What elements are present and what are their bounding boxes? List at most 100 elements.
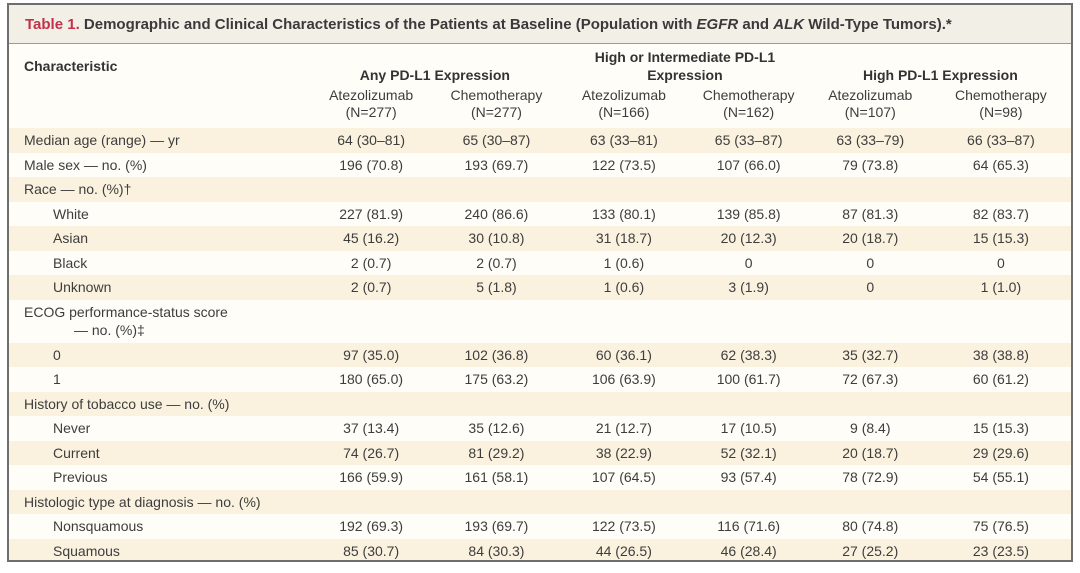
table-row: ECOG performance-status score — no. (%)‡ [9,300,1071,343]
subheader-n: (N=277) [470,104,522,120]
table-body: Median age (range) — yr 64 (30–81) 65 (30–… [9,128,1071,560]
cell-value: 1 (0.6) [603,279,645,295]
cell-value [560,177,687,202]
cell-value [310,490,433,515]
cell-value: 35 (12.6) [468,420,525,436]
group-header-high-intermediate-pdl1: High or Intermediate PD-L1 Expression [594,49,776,83]
row-label: Asian [53,230,89,246]
cell-value [810,392,931,417]
cell-value: 37 (13.4) [343,420,400,436]
cell-value: 31 (18.7) [595,230,652,246]
row-label: Histologic type at diagnosis — no. (%) [24,493,261,510]
table-number-label: Table 1. [25,16,80,33]
cell-value: 64 (30–81) [337,132,405,148]
cell-value: 29 (29.6) [972,444,1029,461]
table-row: History of tobacco use — no. (%) [9,391,1071,417]
cell-value: 17 (10.5) [720,420,777,436]
row-label: Race — no. (%)† [24,181,132,197]
table-row: Nonsquamous 192 (69.3) 193 (69.7) 122 (73.5… [9,514,1071,539]
subheader-col-3: Atezolizumab (N=166) [560,84,687,128]
table-row: White 227 (81.9) 240 (86.6) 133 (80.1) 139 (… [9,202,1071,227]
cell-value: 78 (72.9) [842,469,899,485]
cell-value: 161 (58.1) [464,469,529,485]
gene-alk: ALK [773,16,805,33]
cell-value [810,490,931,515]
row-label: Never [53,420,91,436]
subheader-n: (N=107) [844,104,896,120]
subheader-drug: Chemotherapy [702,87,795,103]
cell-value: 106 (63.9) [591,371,656,387]
cell-value: 21 (12.7) [595,420,652,436]
table-row: Black 2 (0.7) 2 (0.7) 1 (0.6) 0 0 0 [9,251,1071,276]
table-row: Unknown 2 (0.7) 5 (1.8) 1 (0.6) 3 (1.9) 0 1 (1… [9,275,1071,300]
row-label: Unknown [53,279,112,295]
cell-value: 192 (69.3) [339,518,404,534]
cell-value [688,490,810,515]
cell-value [810,300,931,343]
cell-value: 9 (8.4) [850,420,891,436]
cell-value: 0 [866,254,875,271]
cell-value: 107 (64.5) [591,469,656,485]
table-title: Table 1. Demographic and Clinical Charac… [9,5,1071,44]
cell-value: 85 (30.7) [343,542,400,559]
cell-value: 175 (63.2) [464,371,529,387]
cell-value: 38 (22.9) [595,444,652,461]
cell-value: 1 (0.6) [603,254,645,271]
cell-value: 3 (1.9) [728,279,769,295]
cell-value [433,300,560,343]
subheader-n: (N=166) [598,104,650,120]
row-label: Nonsquamous [53,518,144,534]
row-label: Median age (range) — yr [24,132,180,148]
subheader-n: (N=277) [345,104,397,120]
table-row: Previous 166 (59.9) 161 (58.1) 107 (64.5) 93… [9,465,1071,490]
cell-value [310,392,433,417]
cell-value: 2 (0.7) [350,254,392,271]
subheader-n: (N=98) [979,104,1023,120]
cell-value: 0 [866,279,875,295]
cell-value: 5 (1.8) [476,279,517,295]
cell-value [688,392,810,417]
row-label: Squamous [53,542,120,559]
row-label: Male sex — no. (%) [24,156,147,173]
cell-value: 84 (30.3) [468,542,525,559]
cell-value: 97 (35.0) [343,346,400,363]
cell-value: 93 (57.4) [720,469,777,485]
cell-value: 63 (33–81) [590,132,658,148]
cell-value: 79 (73.8) [842,156,899,173]
cell-value: 100 (61.7) [716,371,781,387]
cell-value [310,177,433,202]
cell-value: 196 (70.8) [339,156,404,173]
gene-egfr: EGFR [696,16,739,33]
cell-value: 63 (33–79) [836,132,905,148]
cell-value: 20 (18.7) [842,444,899,461]
cell-value: 23 (23.5) [972,542,1029,559]
cell-value [310,300,433,343]
cell-value: 35 (32.7) [842,346,899,363]
cell-value: 65 (33–87) [714,132,783,148]
subheader-drug: Atezolizumab [329,87,414,103]
cell-value: 227 (81.9) [339,205,404,222]
table-row: Never 37 (13.4) 35 (12.6) 21 (12.7) 17 (10.5… [9,416,1071,441]
cell-value: 0 [996,254,1005,271]
cell-value: 20 (18.7) [842,230,899,246]
row-label: Black [53,254,88,271]
table-row: Male sex — no. (%) 196 (70.8) 193 (69.7) 12… [9,153,1071,178]
subheader-col-1: Atezolizumab (N=277) [310,84,433,128]
cell-value [931,490,1071,515]
group-header-any-pdl1: Any PD-L1 Expression [359,67,510,83]
cell-value: 66 (33–87) [967,132,1035,148]
cell-value: 62 (38.3) [720,346,777,363]
cell-value: 122 (73.5) [591,518,656,534]
cell-value: 27 (25.2) [842,542,899,559]
table-row: Histologic type at diagnosis — no. (%) [9,489,1071,515]
row-label: White [53,205,89,222]
group-header-high-pdl1: High PD-L1 Expression [862,67,1018,83]
cell-value [560,300,687,343]
table-row: Race — no. (%)† [9,177,1071,202]
table-title-text-2: and [738,16,774,33]
table-header: Characteristic Any PD-L1 Expression High… [9,44,1071,128]
subheader-col-5: Atezolizumab (N=107) [810,84,931,128]
cell-value: 180 (65.0) [339,371,404,387]
cell-value: 240 (86.6) [464,205,529,222]
row-label: 1 [53,371,61,387]
